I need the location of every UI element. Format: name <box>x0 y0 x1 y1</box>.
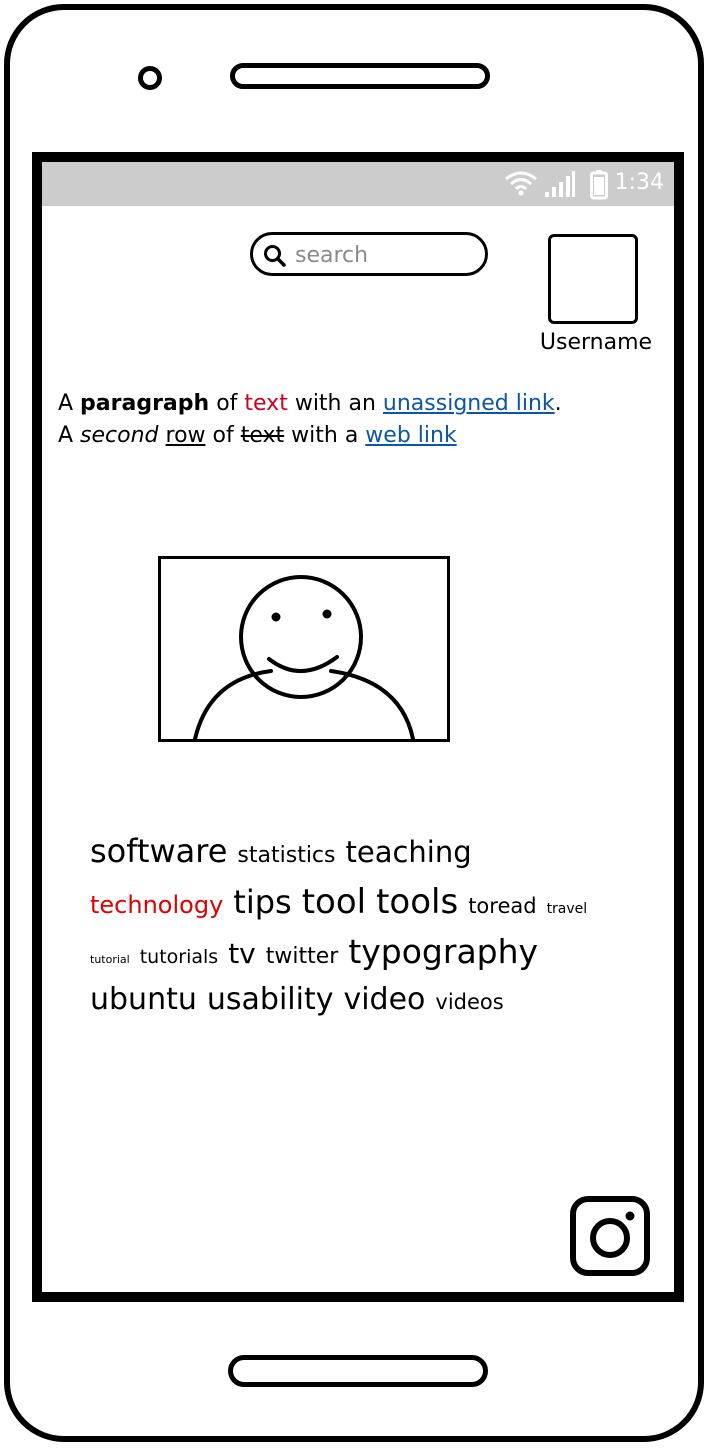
web-link[interactable]: web link <box>365 423 457 448</box>
tag-tool[interactable]: tool <box>301 882 367 922</box>
person-smiley-icon <box>193 575 415 739</box>
tag-row: software statistics teaching <box>90 832 610 882</box>
signal-icon <box>545 171 575 197</box>
tag-row: technology tips tool tools toread travel <box>90 882 610 932</box>
search-bar[interactable] <box>250 232 488 276</box>
tag-tips[interactable]: tips <box>233 883 292 921</box>
username-label: Username <box>539 330 653 355</box>
tag-row: ubuntu usability video videos <box>90 982 610 1032</box>
tag-technology[interactable]: technology <box>90 891 224 919</box>
tag-twitter[interactable]: twitter <box>265 944 339 969</box>
paragraph-line-2: A second row of text with a web link <box>58 420 658 452</box>
tag-travel[interactable]: travel <box>546 901 588 917</box>
tag-tv[interactable]: tv <box>228 937 256 970</box>
text-paragraph: A paragraph of text with an unassigned l… <box>58 388 658 452</box>
avatar[interactable] <box>548 234 638 324</box>
tag-videos[interactable]: videos <box>435 990 504 1014</box>
text-fragment <box>159 423 166 448</box>
strikethrough-text: text <box>240 423 285 448</box>
search-input[interactable] <box>293 240 482 270</box>
bold-text: paragraph <box>80 391 210 416</box>
screen: 1:34 Username A paragraph of text with a… <box>32 152 684 1302</box>
tag-usability[interactable]: usability <box>206 982 334 1017</box>
status-time: 1:34 <box>614 170 664 195</box>
front-camera-icon <box>138 66 162 90</box>
paragraph-line-1: A paragraph of text with an unassigned l… <box>58 388 658 420</box>
tag-teaching[interactable]: teaching <box>345 835 472 869</box>
search-icon[interactable] <box>263 244 287 268</box>
tag-row: tutorial tutorials tv twitter typography <box>90 932 610 982</box>
italic-text: second <box>80 423 159 448</box>
home-button[interactable] <box>228 1355 488 1387</box>
tag-statistics[interactable]: statistics <box>237 843 336 868</box>
image-placeholder <box>158 556 450 742</box>
text-fragment: of <box>205 423 241 448</box>
text-fragment: . <box>554 391 562 416</box>
underlined-text: row <box>165 423 206 448</box>
tag-ubuntu[interactable]: ubuntu <box>90 982 197 1017</box>
unassigned-link[interactable]: unassigned link <box>382 391 555 416</box>
instagram-button[interactable] <box>570 1196 650 1276</box>
tag-cloud: software statistics teaching technology tips… <box>90 832 610 1032</box>
text-fragment: A <box>58 391 81 416</box>
battery-icon <box>590 170 608 200</box>
tag-software[interactable]: software <box>90 832 228 870</box>
text-fragment: A <box>58 423 81 448</box>
wifi-icon <box>505 171 537 196</box>
tag-video[interactable]: video <box>343 982 426 1017</box>
text-fragment: with a <box>284 423 366 448</box>
tag-tutorials[interactable]: tutorials <box>139 946 219 968</box>
earpiece-speaker <box>230 63 490 89</box>
red-text: text <box>244 391 288 416</box>
tag-tools[interactable]: tools <box>376 882 459 922</box>
tag-toread[interactable]: toread <box>468 894 537 918</box>
text-fragment: with an <box>287 391 383 416</box>
text-fragment: of <box>209 391 245 416</box>
status-bar: 1:34 <box>42 162 674 206</box>
instagram-icon <box>590 1211 635 1258</box>
tag-tutorial[interactable]: tutorial <box>90 953 130 966</box>
tag-typography[interactable]: typography <box>348 932 539 971</box>
